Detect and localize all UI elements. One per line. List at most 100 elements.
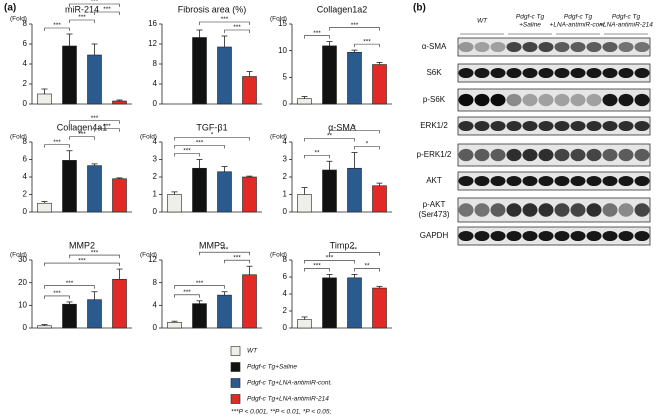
- blot-band: [506, 175, 522, 187]
- significance-bracket: [304, 138, 355, 142]
- blot-band: [618, 93, 634, 107]
- significance-bracket: [174, 137, 250, 141]
- group-label: Pdgf-c Tg: [516, 14, 545, 21]
- significance-bracket: [354, 43, 380, 48]
- blot-band: [554, 67, 570, 79]
- y-tick-label: 1: [283, 190, 288, 199]
- blot-band: [554, 148, 570, 162]
- significance-bracket: [304, 268, 330, 272]
- blot-band: [506, 41, 522, 53]
- significance-label: *: [366, 141, 369, 148]
- significance-label: ***: [326, 255, 334, 262]
- blot-band: [570, 93, 586, 107]
- y-axis-label: (Fold): [10, 252, 27, 259]
- y-tick-label: 0: [283, 99, 288, 108]
- blot-band: [634, 203, 650, 217]
- blot-band: [586, 230, 602, 242]
- bar: [347, 167, 362, 213]
- bar: [192, 37, 207, 105]
- y-tick-label: 10: [278, 46, 287, 55]
- blot-band: [634, 120, 650, 132]
- significance-label: ***: [233, 254, 241, 261]
- group-label: WT: [477, 18, 488, 25]
- blot-band: [634, 67, 650, 79]
- significance-bracket: [44, 262, 120, 267]
- significance-label: **: [352, 247, 358, 254]
- blot-band: [538, 175, 554, 187]
- y-tick-label: 2: [283, 306, 288, 315]
- blot-band: [522, 93, 538, 107]
- blot-band: [458, 203, 474, 217]
- blot-strip: [457, 37, 651, 57]
- blot-band: [570, 230, 586, 242]
- y-axis-label: (Fold): [270, 134, 287, 141]
- blot-band: [586, 175, 602, 187]
- blot-band: [474, 203, 490, 217]
- row-label: α-SMA: [422, 42, 447, 51]
- blot-band: [570, 41, 586, 53]
- chart-title: Fibrosis area (%): [178, 4, 247, 14]
- blot-band: [538, 41, 554, 53]
- significance-bracket: [329, 130, 380, 134]
- blot-band: [474, 93, 490, 107]
- significance-label: ***: [313, 263, 321, 270]
- significance-bracket: [69, 136, 95, 140]
- y-axis-label: (Fold): [270, 16, 287, 23]
- significance-bracket: [44, 27, 70, 31]
- panel-label: (b): [413, 3, 426, 14]
- significance-bracket: [69, 120, 120, 124]
- blot-band: [458, 93, 474, 107]
- blot-band: [522, 230, 538, 242]
- significance-bracket: [69, 19, 95, 23]
- legend-label: Pdgf-c Tg+Saline: [247, 364, 297, 371]
- blot-strip: [457, 143, 651, 167]
- blot-band: [602, 175, 618, 187]
- bar: [217, 171, 232, 213]
- bar: [297, 98, 312, 105]
- row-label: p-ERK1/2: [417, 150, 452, 159]
- group-label: +LNA-antimiR-cont.: [550, 22, 607, 29]
- blot-band: [634, 148, 650, 162]
- y-tick-label: 15: [278, 19, 287, 28]
- blot-band: [618, 67, 634, 79]
- blot-band: [474, 120, 490, 132]
- blot-band: [506, 230, 522, 242]
- significance-bracket: [44, 144, 70, 148]
- blot-band: [554, 41, 570, 53]
- blot-band: [458, 67, 474, 79]
- blot-band: [570, 120, 586, 132]
- bar: [62, 303, 77, 329]
- bar: [217, 46, 232, 105]
- blot-band: [522, 67, 538, 79]
- blot-band: [474, 175, 490, 187]
- bar: [87, 54, 102, 105]
- blot-band: [634, 230, 650, 242]
- chart-title: Timp2: [330, 240, 355, 250]
- blot-band: [490, 67, 506, 79]
- bar: [167, 194, 182, 213]
- blot-band: [506, 67, 522, 79]
- blot-strip: [457, 226, 651, 246]
- blot-band: [458, 148, 474, 162]
- y-tick-label: 2: [23, 190, 28, 199]
- blot-band: [538, 120, 554, 132]
- chart-title: α-SMA: [328, 122, 356, 132]
- bar: [62, 160, 77, 213]
- significance-label: ***: [78, 131, 86, 138]
- bar: [192, 303, 207, 329]
- blot-band: [618, 203, 634, 217]
- bar: [242, 76, 257, 105]
- bar: [322, 277, 337, 329]
- blot-band: [490, 93, 506, 107]
- y-tick-label: 20: [18, 278, 27, 287]
- blot-band: [586, 93, 602, 107]
- bar: [297, 319, 312, 329]
- y-axis-label: (Fold): [270, 252, 287, 259]
- significance-bracket: [174, 294, 200, 298]
- bar: [242, 274, 257, 329]
- blot-band: [522, 120, 538, 132]
- significance-bracket: [174, 285, 225, 289]
- blot-band: [570, 203, 586, 217]
- y-tick-label: 0: [283, 323, 288, 332]
